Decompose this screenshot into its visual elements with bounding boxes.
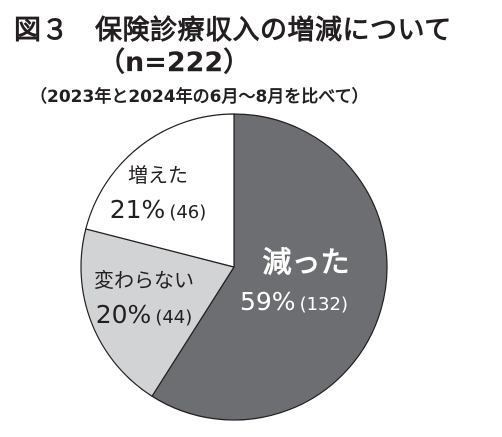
slice-count-label: (132) <box>300 294 348 315</box>
slice-count-label: (44) <box>155 307 192 328</box>
slice-value-label: 20% (44) <box>96 300 193 329</box>
slice-name-label: 増えた <box>128 163 188 187</box>
slice-value-label: 21% (46) <box>110 195 207 224</box>
chart-subtitle: （2023年と2024年の6月〜8月を比べて） <box>30 87 369 107</box>
slice-percent-label: 59% <box>240 287 296 316</box>
slice-count-label: (46) <box>169 202 206 223</box>
pie-slice-1 <box>151 113 388 421</box>
slice-value-label: 59% (132) <box>240 287 348 316</box>
slice-name-label: 減った <box>262 245 349 279</box>
sample-size: （n=222） <box>98 47 251 78</box>
title-text: 保険診療収入の増減について <box>95 15 452 46</box>
pie-slice-3 <box>85 113 235 268</box>
slice-percent-label: 21% <box>110 195 166 224</box>
pie-slice-2 <box>80 228 235 398</box>
chart-title: 図３ 保険診療収入の増減について <box>14 8 452 47</box>
figure-number: 図３ <box>14 15 69 46</box>
slice-name-label: 変わらない <box>94 268 194 292</box>
slice-percent-label: 20% <box>96 300 152 329</box>
